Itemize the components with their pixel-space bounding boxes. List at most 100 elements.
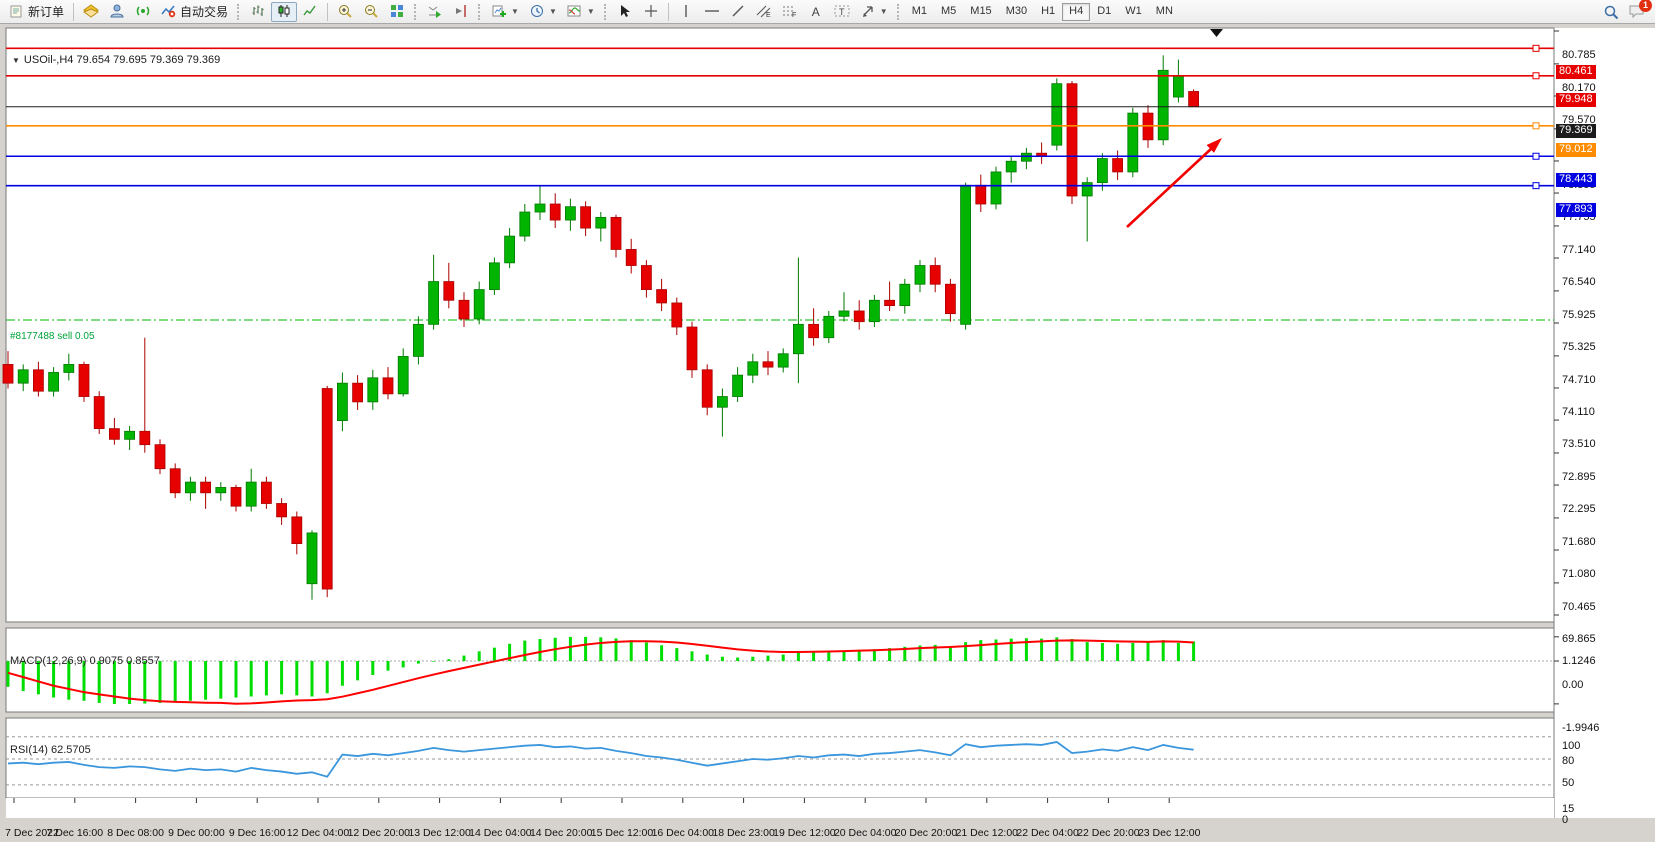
equidistant-channel-icon: E [756,4,772,20]
tf-button-D1[interactable]: D1 [1090,3,1118,21]
tf-button-M15[interactable]: M15 [963,3,998,21]
macd-pane[interactable] [6,628,1554,712]
tf-button-M5[interactable]: M5 [934,3,963,21]
price-level-label[interactable]: 77.893 [1556,203,1596,217]
candle [505,236,515,263]
vertical-line-icon [678,4,694,20]
tf-button-W1[interactable]: W1 [1118,3,1149,21]
chart-title[interactable]: ▼USOil-,H4 79.654 79.695 79.369 79.369 [12,54,220,66]
bar-chart-icon [250,4,266,20]
tf-button-H4[interactable]: H4 [1062,3,1090,21]
line-handle[interactable] [1533,45,1539,51]
line-handle[interactable] [1533,73,1539,79]
trendline-icon [730,4,746,20]
tile-windows-icon [389,4,405,20]
candle [793,324,803,353]
price-level-label[interactable]: 80.461 [1556,65,1596,79]
text-tool-button[interactable]: A [803,2,829,22]
tf-button-MN[interactable]: MN [1149,3,1180,21]
candle [1097,159,1107,183]
cursor-tool-button[interactable] [612,2,638,22]
time-axis-label: 15 Dec 12:00 [591,827,653,839]
tf-button-M30[interactable]: M30 [999,3,1034,21]
price-tick-label: 75.325 [1562,341,1596,353]
dropdown-caret: ▼ [549,7,557,16]
line-handle[interactable] [1533,123,1539,129]
price-level-label[interactable]: 79.948 [1556,93,1596,107]
candle [49,372,59,391]
tf-button-M1[interactable]: M1 [905,3,934,21]
candle [231,487,241,506]
candle [216,487,226,492]
search-icon[interactable] [1603,4,1619,20]
zoom-in-icon [337,4,353,20]
equidistant-channel-tool-button[interactable]: E [751,2,777,22]
new-order-icon [9,4,25,20]
candle [611,217,621,249]
candle [748,362,758,375]
candle [155,445,165,469]
text-label-tool-button[interactable]: T [829,2,855,22]
arrows-tool-button[interactable]: ▼ [855,2,893,22]
period-button[interactable]: ▼ [524,2,562,22]
candle [733,375,743,396]
crosshair-icon [643,4,659,20]
zoom-out-button[interactable] [358,2,384,22]
time-axis-label: 14 Dec 04:00 [469,827,531,839]
horizontal-line-tool-button[interactable] [699,2,725,22]
candlestick-chart-button[interactable] [271,2,297,22]
vertical-line-tool-button[interactable] [673,2,699,22]
rsi-indicator-label: RSI(14) 62.5705 [10,744,91,756]
autotrading-button[interactable]: 自动交易 [156,2,233,22]
chat-icon[interactable]: 1 [1629,4,1645,20]
time-axis-label: 8 Dec 08:00 [107,827,164,839]
new-order-button[interactable]: 新订单 [4,2,69,22]
candle [565,207,575,220]
indicators-button[interactable]: ▼ [562,2,600,22]
price-tick-label: 71.680 [1562,536,1596,548]
main-toolbar: 新订单 自动交易 ▼ ▼ ▼ [0,0,1655,24]
time-axis-label: 12 Dec 20:00 [348,827,410,839]
candle [672,303,682,327]
price-tick-label: 72.295 [1562,503,1596,515]
candle [1189,91,1199,106]
line-handle[interactable] [1533,183,1539,189]
time-axis-label: 19 Dec 12:00 [773,827,835,839]
candle [64,364,74,372]
time-axis-label: 23 Dec 12:00 [1138,827,1200,839]
toolbar-separator [668,3,669,21]
tile-windows-button[interactable] [384,2,410,22]
auto-scroll-button[interactable] [422,2,448,22]
price-axis[interactable]: 80.78580.17079.57078.95578.35577.75577.1… [1554,52,1655,842]
main-pane[interactable] [6,28,1554,622]
chart-plot-area[interactable] [0,24,1655,825]
price-tick-label: 74.110 [1562,406,1595,418]
candle [246,482,256,506]
time-axis[interactable]: 7 Dec 20227 Dec 16:008 Dec 08:009 Dec 00… [6,823,1554,842]
position-line-label[interactable]: #8177488 sell 0.05 [10,331,95,342]
line-chart-button[interactable] [297,2,323,22]
price-tick-label: 76.540 [1562,276,1596,288]
trendline-tool-button[interactable] [725,2,751,22]
tf-button-H1[interactable]: H1 [1034,3,1062,21]
candle [170,469,180,493]
profile-icon [109,4,125,20]
new-chart-button[interactable]: ▼ [486,2,524,22]
price-level-label[interactable]: 78.443 [1556,173,1596,187]
bar-chart-button[interactable] [245,2,271,22]
candle [368,378,378,402]
time-axis-label: 9 Dec 16:00 [229,827,286,839]
zoom-in-button[interactable] [332,2,358,22]
market-watch-button[interactable] [78,2,104,22]
price-level-label[interactable]: 79.369 [1556,124,1596,138]
candle [18,370,28,383]
profile-button[interactable] [104,2,130,22]
price-level-label[interactable]: 79.012 [1556,143,1596,157]
crosshair-tool-button[interactable] [638,2,664,22]
chart-shift-button[interactable] [448,2,474,22]
line-handle[interactable] [1533,153,1539,159]
zoom-out-icon [363,4,379,20]
price-tick-label: 73.510 [1562,438,1596,450]
fibonacci-tool-button[interactable]: F [777,2,803,22]
signals-button[interactable] [130,2,156,22]
